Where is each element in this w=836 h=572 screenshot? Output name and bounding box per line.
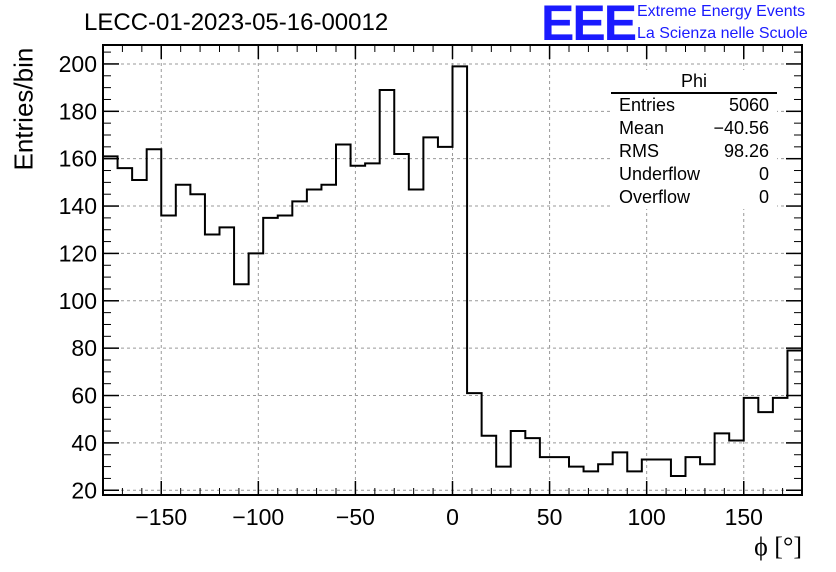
stats-value: 98.26 (723, 141, 769, 161)
stats-box: Phi Entries 5060 Mean −40.56 RMS 98.26 U… (611, 70, 777, 209)
x-tick-label: −150 (135, 504, 187, 530)
stats-row-overflow: Overflow 0 (611, 186, 777, 209)
axis-tick-labels: −150 −100 −50 0 50 100 150 20 40 60 80 100 120 140 160… (59, 51, 763, 530)
y-axis-label: Entries/bin (8, 47, 39, 171)
y-tick-label: 160 (59, 146, 97, 172)
histogram-step-line (103, 65, 803, 495)
y-tick-label: 80 (71, 335, 97, 361)
x-tick-label: 50 (537, 504, 563, 530)
y-tick-label: 200 (59, 51, 97, 77)
logo-line-2: La Scienza nelle Scuole (637, 25, 808, 42)
x-tick-label: 100 (627, 504, 665, 530)
x-tick-label: −50 (336, 504, 375, 530)
y-tick-label: 20 (71, 477, 97, 503)
y-tick-label: 140 (59, 193, 97, 219)
x-tick-label: 150 (725, 504, 763, 530)
stats-value: 5060 (728, 95, 769, 115)
y-tick-label: 180 (59, 98, 97, 124)
y-tick-label: 40 (71, 430, 97, 456)
chart-title: LECC-01-2023-05-16-00012 (84, 9, 389, 36)
stats-label: Mean (619, 118, 665, 138)
stats-row-entries: Entries 5060 (611, 94, 777, 117)
stats-value: −40.56 (713, 118, 769, 138)
eee-logo: EEE (541, 0, 637, 51)
y-tick-label: 120 (59, 240, 97, 266)
x-tick-label: −100 (232, 504, 284, 530)
stats-label: RMS (619, 141, 659, 161)
stats-row-underflow: Underflow 0 (611, 163, 777, 186)
x-tick-label: 0 (446, 504, 459, 530)
stats-box-title: Phi (611, 70, 777, 94)
stats-row-rms: RMS 98.26 (611, 140, 777, 163)
stats-label: Entries (619, 95, 676, 115)
axis-ticks (102, 45, 803, 495)
stats-value: 0 (758, 187, 769, 207)
stats-row-mean: Mean −40.56 (611, 117, 777, 140)
y-tick-label: 100 (59, 288, 97, 314)
logo-line-1: Extreme Energy Events (637, 3, 806, 20)
stats-label: Underflow (619, 164, 701, 184)
x-axis-label: ϕ [°] (754, 532, 802, 561)
y-tick-label: 60 (71, 383, 97, 409)
stats-value: 0 (758, 164, 769, 184)
stats-label: Overflow (619, 187, 691, 207)
